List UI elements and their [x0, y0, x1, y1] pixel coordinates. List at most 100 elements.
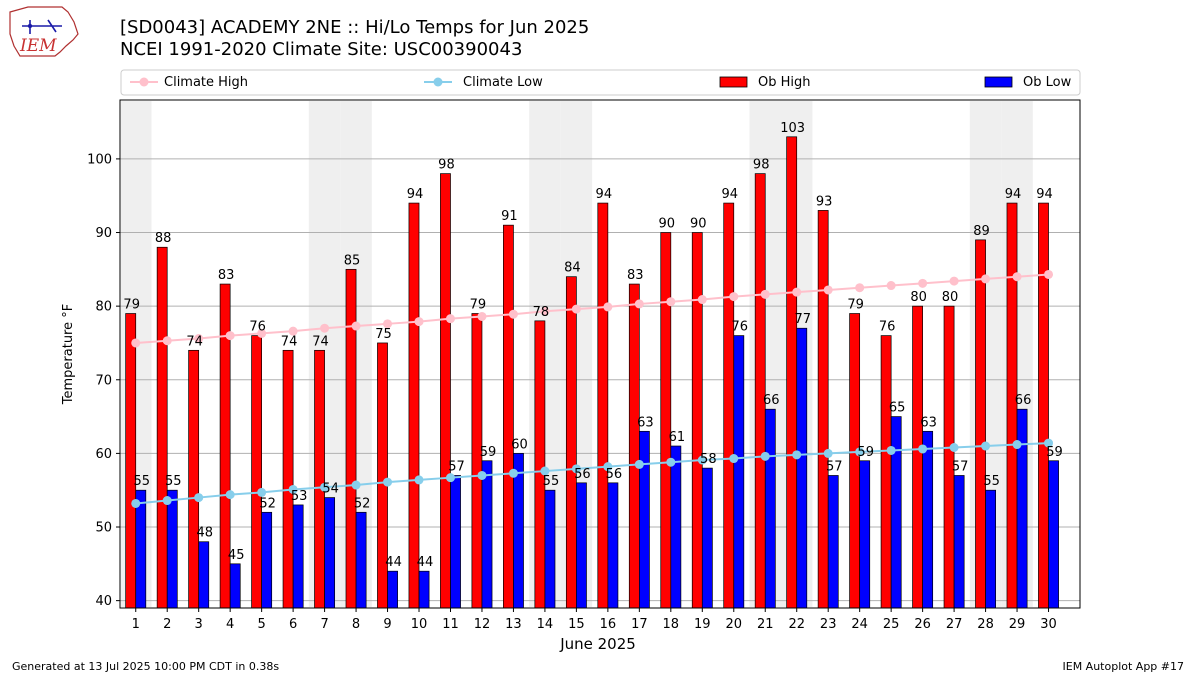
climate-low-point [697, 455, 707, 465]
climate-low-point [949, 443, 959, 453]
ob-low-bar [922, 430, 934, 609]
ob-low-bar [1048, 460, 1059, 609]
climate-high-point [666, 297, 676, 307]
climate-high-point [508, 309, 518, 319]
y-tick-label: 90 [95, 226, 112, 241]
ob-low-label: 65 [889, 401, 906, 416]
y-axis-label: Temperature °F [61, 304, 76, 405]
climate-high-point [792, 287, 802, 297]
ob-low-label: 57 [952, 459, 969, 474]
ob-low-label: 77 [794, 312, 811, 327]
x-tick-label: 15 [568, 617, 585, 632]
climate-high-point [320, 323, 330, 333]
climate-high-point [414, 317, 424, 327]
ob-high-label: 84 [564, 261, 581, 276]
ob-low-bar [481, 460, 493, 609]
climate-low-point [1044, 438, 1054, 448]
climate-low-point [666, 457, 676, 467]
ob-low-label: 60 [511, 437, 528, 452]
x-tick-label: 17 [631, 617, 648, 632]
ob-high-bar [975, 239, 986, 609]
climate-high-point [131, 338, 141, 348]
plot-frame [119, 99, 1081, 609]
ob-low-label: 63 [920, 415, 937, 430]
climate-high-point [1044, 269, 1054, 279]
chart-subtitle: NCEI 1991-2020 Climate Site: USC00390043 [120, 39, 523, 60]
ob-high-label: 94 [1036, 187, 1053, 202]
ob-low-bar [355, 511, 367, 609]
climate-high-point [571, 304, 581, 314]
legend-marker-climate-high [139, 77, 149, 87]
climate-high-point [162, 336, 172, 346]
x-tick-label: 5 [257, 617, 265, 632]
x-axis: 1 2 3 4 5 6 7 8 9 10 11 12 13 14 15 16 17 18 19 20 21 22 23 24 2… [132, 608, 1057, 632]
ob-high-label: 90 [690, 217, 707, 232]
ob-high-label: 83 [218, 268, 235, 283]
x-tick-label: 19 [694, 617, 711, 632]
climate-low-point [162, 496, 172, 506]
legend-label-climate-high: Climate High [164, 75, 248, 90]
climate-high-point [351, 321, 361, 331]
iem-logo: IEM [9, 6, 79, 57]
ob-high-label: 83 [627, 268, 644, 283]
climate-low-point [508, 468, 518, 478]
x-tick-label: 2 [163, 617, 171, 632]
ob-low-label: 44 [417, 555, 434, 570]
legend-swatch-ob-high [719, 76, 748, 88]
climate-low-point [855, 447, 865, 457]
ob-low-bar [166, 489, 178, 609]
logo-text: IEM [19, 36, 57, 56]
ob-low-bar [733, 335, 745, 609]
ob-low-bar [261, 511, 273, 609]
x-tick-label: 23 [820, 617, 837, 632]
ob-high-label: 79 [470, 298, 487, 313]
x-tick-label: 11 [442, 617, 459, 632]
ob-high-label: 76 [249, 320, 266, 335]
ob-high-bar [817, 210, 829, 609]
x-tick-label: 6 [289, 617, 297, 632]
x-tick-label: 7 [320, 617, 328, 632]
ob-high-bar [503, 224, 514, 609]
ob-low-label: 57 [826, 459, 843, 474]
ob-high-label: 103 [780, 121, 805, 136]
x-tick-label: 22 [788, 617, 805, 632]
x-tick-label: 1 [132, 617, 140, 632]
climate-high-point [1012, 272, 1022, 282]
ob-low-label: 57 [448, 459, 465, 474]
climate-low-point [886, 445, 896, 455]
ob-high-bar [471, 313, 483, 609]
climate-low-point [792, 450, 802, 460]
ob-low-bar [701, 467, 713, 609]
climate-lines [131, 269, 1054, 508]
ob-high-label: 98 [753, 158, 770, 173]
ob-low-bar [764, 408, 776, 609]
climate-low-line [135, 442, 1049, 505]
ob-high-bar [534, 320, 546, 609]
climate-high-point [949, 276, 959, 286]
ob-low-bar [670, 445, 682, 609]
x-tick-label: 13 [505, 617, 522, 632]
climate-high-point [886, 281, 896, 291]
ob-high-label: 79 [123, 298, 140, 313]
ob-high-bar [723, 202, 735, 609]
x-axis-label: June 2025 [559, 635, 636, 653]
x-tick-label: 24 [851, 617, 868, 632]
ob-high-bar [440, 173, 451, 609]
climate-high-point [697, 295, 707, 305]
ob-low-bar [324, 497, 336, 609]
ob-high-label: 90 [659, 217, 676, 232]
legend-marker-climate-low [433, 77, 443, 87]
ob-high-label: 85 [344, 253, 361, 268]
climate-low-point [603, 462, 613, 472]
climate-high-point [855, 283, 865, 293]
climate-low-point [383, 477, 393, 487]
ob-high-label: 94 [596, 187, 613, 202]
ob-high-label: 93 [816, 194, 833, 209]
ob-low-bar [387, 570, 398, 609]
x-tick-label: 4 [226, 617, 234, 632]
x-tick-label: 16 [600, 617, 617, 632]
legend-label-climate-low: Climate Low [463, 75, 543, 90]
ob-low-label: 63 [637, 415, 654, 430]
ob-low-bar [607, 482, 619, 609]
climate-high-point [823, 285, 833, 295]
